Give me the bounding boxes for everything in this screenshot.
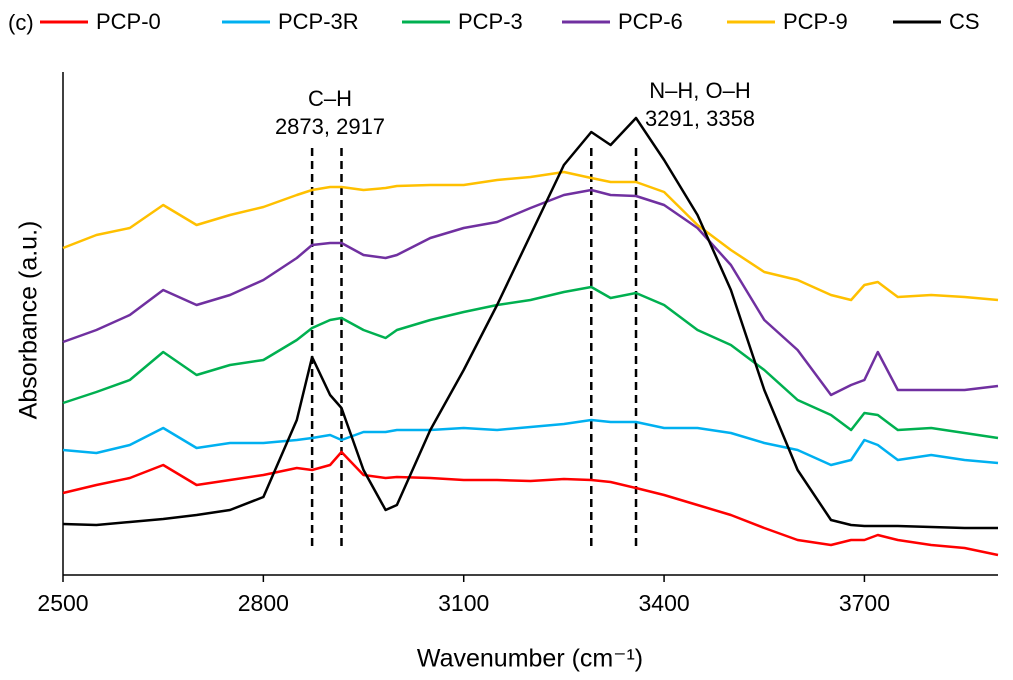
annotation-positions: 2873, 2917 (275, 114, 385, 139)
legend-label: PCP-0 (96, 9, 161, 34)
x-tick-label: 3700 (839, 590, 890, 616)
y-axis-title: Absorbance (a.u.) (15, 221, 43, 420)
legend-label: PCP-6 (618, 9, 683, 34)
annotation-group: C–H (308, 86, 352, 111)
x-tick-label: 2500 (37, 590, 88, 616)
annotation-positions: 3291, 3358 (645, 106, 755, 131)
series-line (62, 188, 999, 397)
series-line (62, 285, 999, 440)
series-line (62, 170, 999, 302)
legend-label: PCP-3R (278, 9, 359, 34)
series-line (62, 116, 998, 530)
x-axis-title: Wavenumber (cm⁻¹) (417, 645, 643, 673)
series-line (62, 418, 999, 467)
legend-label: PCP-3 (458, 9, 523, 34)
annotation-group: N–H, O–H (649, 78, 750, 103)
x-tick-label: 2800 (238, 590, 289, 616)
x-tick-label: 3100 (438, 590, 489, 616)
legend-label: CS (949, 9, 980, 34)
panel-label: (c) (8, 10, 34, 35)
series-line (62, 450, 999, 557)
legend-label: PCP-9 (783, 9, 848, 34)
x-tick-label: 3400 (638, 590, 689, 616)
